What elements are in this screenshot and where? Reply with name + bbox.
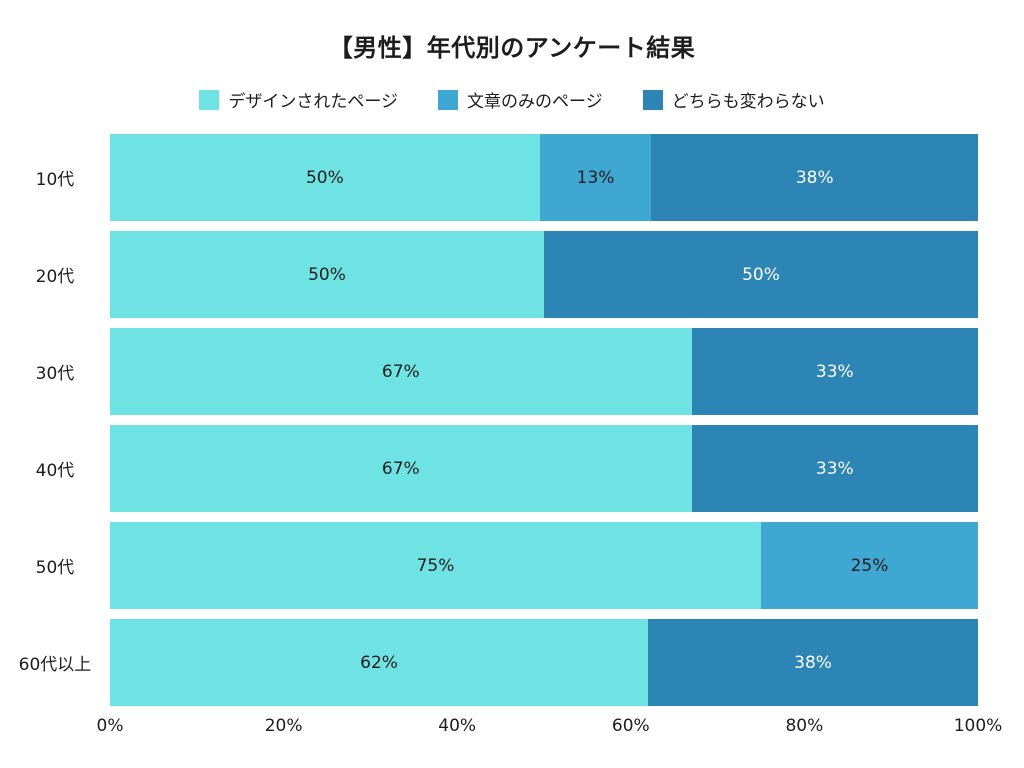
bar-segment: 38% xyxy=(651,134,978,221)
bar-segment: 75% xyxy=(110,522,761,609)
stacked-bar: 67% 33% xyxy=(110,425,978,512)
bar-segment: 50% xyxy=(110,231,544,318)
bar-row: 40代 67% 33% xyxy=(0,425,978,512)
bar-segment: 50% xyxy=(110,134,540,221)
legend-swatch-icon xyxy=(438,89,458,110)
legend-swatch-icon xyxy=(642,89,663,110)
bar-segment: 62% xyxy=(110,619,649,706)
stacked-bar: 75% 25% xyxy=(110,522,978,609)
legend-item: どちらも変わらない xyxy=(642,87,825,112)
bar-segment: 38% xyxy=(648,619,978,706)
x-axis: 0% 20% 40% 60% 80% 100% xyxy=(97,706,1003,740)
row-label: 10代 xyxy=(35,170,75,190)
x-axis-tick-label: 20% xyxy=(264,716,303,736)
row-label: 50代 xyxy=(35,558,75,578)
stacked-bar: 50% 13% 38% xyxy=(110,134,978,221)
row-label: 20代 xyxy=(35,267,75,287)
bar-segment: 33% xyxy=(691,328,978,415)
x-axis-tick-label: 40% xyxy=(438,716,477,736)
row-label: 40代 xyxy=(35,461,75,481)
bar-row: 30代 67% 33% xyxy=(0,328,978,415)
bar-segment: 25% xyxy=(761,522,978,609)
stacked-bar: 67% 33% xyxy=(110,328,978,415)
x-axis-tick-label: 80% xyxy=(785,716,824,736)
bar-rows: 10代 50% 13% 38% 20代 50% 50% 30代 67% 33% 40代 67% 33% 5… xyxy=(0,134,978,706)
legend-item: 文章のみのページ xyxy=(438,87,603,112)
bar-segment: 33% xyxy=(691,425,978,512)
stacked-bar: 62% 38% xyxy=(110,619,978,706)
legend-swatch-icon xyxy=(199,89,220,110)
bar-row: 50代 75% 25% xyxy=(0,522,978,609)
bar-row: 10代 50% 13% 38% xyxy=(0,134,978,221)
bar-row: 20代 50% 50% xyxy=(0,231,978,318)
chart-title: 【男性】年代別のアンケート結果 xyxy=(328,34,696,62)
bar-row: 60代以上 62% 38% xyxy=(0,619,978,706)
legend-label: どちらも変わらない xyxy=(671,92,825,112)
legend-label: デザインされたページ xyxy=(228,92,398,112)
x-axis-tick-label: 0% xyxy=(96,716,124,736)
bar-segment: 67% xyxy=(110,328,692,415)
row-label: 30代 xyxy=(35,364,75,384)
bar-segment: 67% xyxy=(110,425,692,512)
x-axis-tick-label: 60% xyxy=(611,716,650,736)
stacked-bar: 50% 50% xyxy=(110,231,978,318)
legend-label: 文章のみのページ xyxy=(467,92,603,112)
x-axis-tick-label: 100% xyxy=(953,716,1003,736)
legend-item: デザインされたページ xyxy=(199,87,398,112)
legend: デザインされたページ 文章のみのページ どちらも変わらない xyxy=(0,87,1024,112)
row-label: 60代以上 xyxy=(18,655,92,675)
bar-segment: 13% xyxy=(539,134,652,221)
bar-segment: 50% xyxy=(544,231,978,318)
